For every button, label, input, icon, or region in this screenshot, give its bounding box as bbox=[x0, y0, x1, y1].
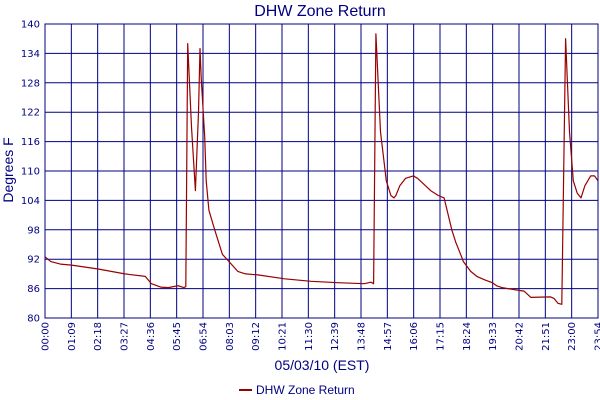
x-tick-label: 16:06 bbox=[409, 322, 420, 351]
x-tick-label: 19:33 bbox=[488, 322, 499, 351]
x-tick-label: 23:54 bbox=[594, 322, 600, 351]
grid bbox=[45, 24, 598, 318]
x-tick-label: 23:00 bbox=[567, 322, 578, 351]
x-tick-label: 14:57 bbox=[383, 322, 394, 351]
y-tick-labels: 80 86 92 98 104 110 116 122 128 134 140 bbox=[21, 20, 40, 325]
y-tick-label: 80 bbox=[27, 314, 40, 325]
y-tick-label: 140 bbox=[21, 20, 40, 31]
legend-label: DHW Zone Return bbox=[256, 383, 355, 397]
x-tick-label: 02:18 bbox=[93, 322, 104, 351]
series-line-dhw-zone-return bbox=[44, 33, 599, 305]
x-tick-label: 05:45 bbox=[172, 322, 183, 351]
x-tick-label: 09:12 bbox=[251, 322, 262, 351]
x-tick-label: 10:21 bbox=[278, 322, 289, 351]
x-tick-label: 11:30 bbox=[304, 322, 315, 351]
x-tick-label: 18:24 bbox=[462, 322, 473, 351]
x-tick-label: 03:27 bbox=[120, 322, 131, 351]
chart-title: DHW Zone Return bbox=[254, 3, 386, 20]
y-tick-label: 116 bbox=[21, 137, 40, 148]
x-tick-label: 08:03 bbox=[225, 322, 236, 351]
y-tick-label: 110 bbox=[21, 167, 40, 178]
x-tick-labels: 00:00 01:09 02:18 03:27 04:36 05:45 06:54 08:03… bbox=[41, 322, 600, 351]
y-tick-label: 98 bbox=[27, 225, 40, 236]
y-tick-label: 104 bbox=[21, 196, 40, 207]
y-tick-label: 128 bbox=[21, 78, 40, 89]
x-tick-label: 20:42 bbox=[515, 322, 526, 351]
x-tick-label: 21:51 bbox=[541, 322, 552, 351]
x-tick-label: 01:09 bbox=[67, 322, 78, 351]
series bbox=[44, 33, 599, 305]
y-tick-label: 86 bbox=[27, 284, 40, 295]
plot-frame bbox=[44, 23, 599, 319]
y-axis-label: Degrees F bbox=[0, 137, 16, 202]
y-tick-label: 92 bbox=[27, 255, 40, 266]
legend: DHW Zone Return bbox=[239, 383, 355, 397]
x-axis-label: 05/03/10 (EST) bbox=[275, 357, 370, 373]
x-tick-label: 00:00 bbox=[41, 322, 52, 351]
x-tick-label: 06:54 bbox=[199, 322, 210, 351]
y-tick-label: 122 bbox=[21, 108, 40, 119]
x-tick-label: 12:39 bbox=[330, 322, 341, 351]
x-tick-label: 13:48 bbox=[357, 322, 368, 351]
y-tick-label: 134 bbox=[21, 49, 40, 60]
x-tick-label: 17:15 bbox=[436, 322, 447, 351]
x-tick-label: 04:36 bbox=[146, 322, 157, 351]
